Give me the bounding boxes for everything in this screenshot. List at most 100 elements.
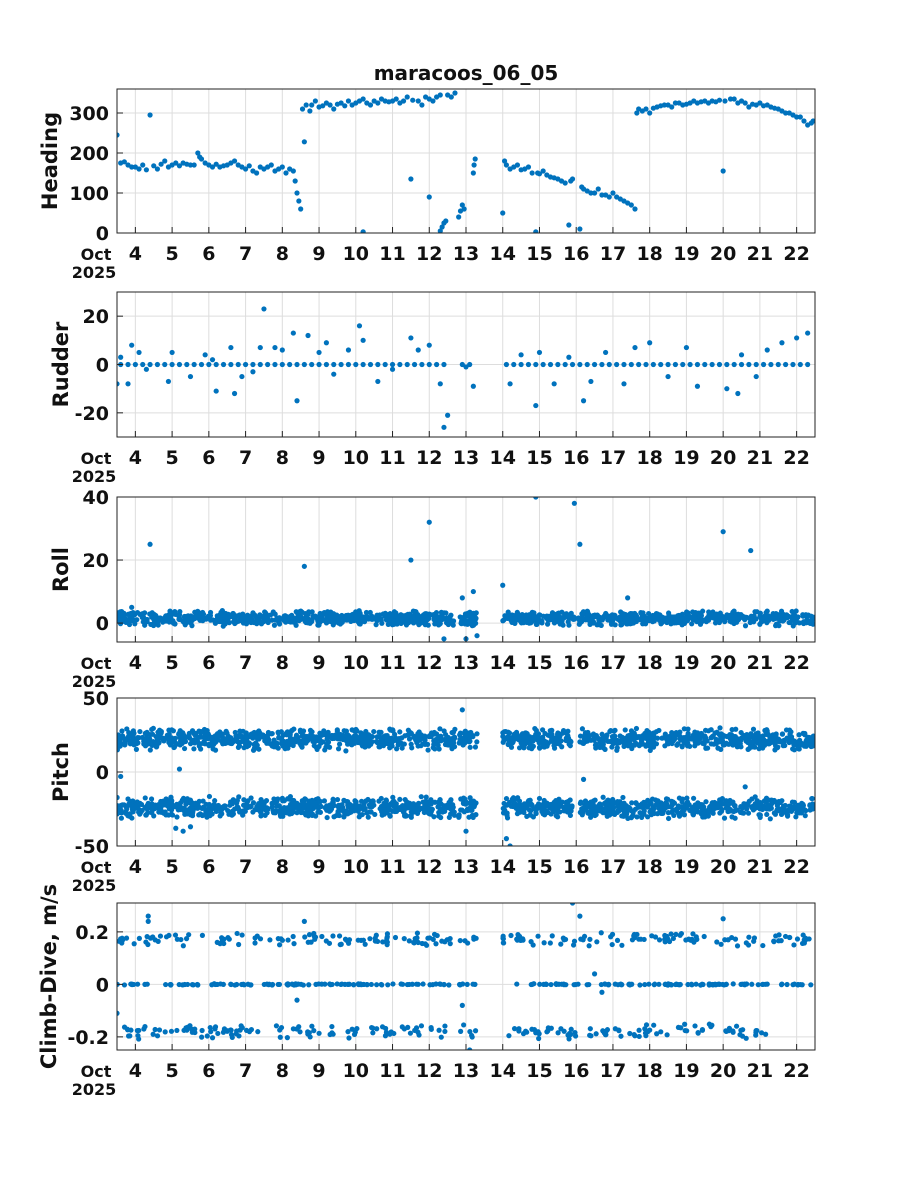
- data-points: [117, 903, 814, 1050]
- y-tick-label: -20: [75, 403, 109, 425]
- data-point: [291, 941, 297, 947]
- data-point: [464, 981, 470, 987]
- data-point: [709, 361, 715, 368]
- x-tick-label: 8: [276, 652, 289, 674]
- data-point: [538, 618, 544, 624]
- data-point: [457, 730, 464, 736]
- data-point: [217, 612, 223, 618]
- data-point: [402, 811, 408, 817]
- data-point: [403, 622, 410, 628]
- data-point: [588, 814, 594, 820]
- data-point: [662, 981, 668, 987]
- data-point: [782, 809, 788, 815]
- data-point: [174, 814, 180, 820]
- data-point: [722, 98, 728, 104]
- data-point: [145, 803, 151, 809]
- data-point: [311, 743, 317, 749]
- data-point: [415, 98, 421, 104]
- data-point: [448, 94, 454, 100]
- data-point: [384, 931, 391, 937]
- data-point: [305, 332, 311, 339]
- data-point: [695, 740, 701, 746]
- data-point: [470, 383, 476, 389]
- data-point: [525, 361, 532, 368]
- data-point: [248, 804, 254, 810]
- data-point: [124, 726, 130, 732]
- data-point: [540, 801, 547, 807]
- data-point: [219, 731, 226, 737]
- data-point: [290, 809, 297, 815]
- data-point: [618, 738, 624, 744]
- data-point: [336, 933, 343, 939]
- data-point: [467, 744, 473, 750]
- y-tick-label: 300: [69, 103, 109, 125]
- data-point: [780, 743, 786, 749]
- data-point: [503, 836, 510, 842]
- data-point: [140, 162, 146, 168]
- data-point: [291, 801, 298, 807]
- data-point: [647, 340, 653, 346]
- data-point: [788, 734, 795, 740]
- data-point: [117, 743, 123, 749]
- data-point: [737, 741, 743, 747]
- data-point: [426, 361, 432, 368]
- data-point: [418, 794, 424, 800]
- data-point: [256, 618, 262, 624]
- data-point: [415, 611, 421, 618]
- data-point: [430, 981, 436, 988]
- data-point: [749, 744, 755, 750]
- x-unit-month: Oct: [81, 654, 112, 673]
- data-point: [378, 981, 384, 988]
- data-point: [250, 369, 256, 375]
- data-point: [346, 733, 352, 739]
- data-point: [306, 982, 312, 988]
- data-point: [448, 612, 454, 618]
- data-point: [650, 361, 656, 368]
- data-point: [385, 982, 391, 988]
- data-point: [607, 798, 613, 804]
- data-point: [241, 797, 247, 803]
- data-point: [636, 616, 642, 622]
- data-point: [309, 361, 315, 368]
- data-point: [365, 814, 371, 820]
- data-point: [248, 795, 254, 801]
- data-point: [376, 798, 382, 804]
- x-tick-label: 16: [563, 447, 589, 469]
- y-axis-label: Rudder: [49, 321, 73, 407]
- data-point: [461, 206, 467, 212]
- data-point: [425, 935, 431, 941]
- data-point: [501, 736, 507, 742]
- data-point: [541, 807, 547, 813]
- data-point: [302, 934, 308, 940]
- data-point: [764, 981, 770, 987]
- data-point: [292, 178, 298, 184]
- data-point: [698, 982, 704, 988]
- data-point: [728, 612, 734, 618]
- data-point: [214, 939, 220, 945]
- data-point: [169, 739, 175, 745]
- data-point: [620, 794, 626, 801]
- data-point: [599, 361, 605, 368]
- data-point: [237, 728, 243, 734]
- data-point: [234, 981, 240, 988]
- panel-5: 4 5 6 7 8 9 10 11 12 13 14 15 16 17 18 19 20 21 22-0.200.2…: [37, 884, 816, 1099]
- data-point: [345, 98, 352, 104]
- data-point: [588, 378, 594, 385]
- x-tick-label: 6: [202, 856, 215, 878]
- data-point: [240, 809, 246, 816]
- data-point: [132, 739, 138, 745]
- data-point: [149, 726, 155, 733]
- data-point: [536, 171, 543, 177]
- data-point: [513, 729, 520, 735]
- data-point: [267, 937, 273, 943]
- data-point: [357, 610, 363, 616]
- data-point: [341, 728, 347, 734]
- data-point: [713, 739, 719, 746]
- data-point: [331, 620, 337, 626]
- data-point: [555, 809, 562, 815]
- y-tick-label: 40: [83, 487, 109, 509]
- data-point: [265, 806, 271, 812]
- data-point: [128, 610, 134, 617]
- data-point: [137, 800, 143, 806]
- x-tick-label: 5: [165, 856, 178, 878]
